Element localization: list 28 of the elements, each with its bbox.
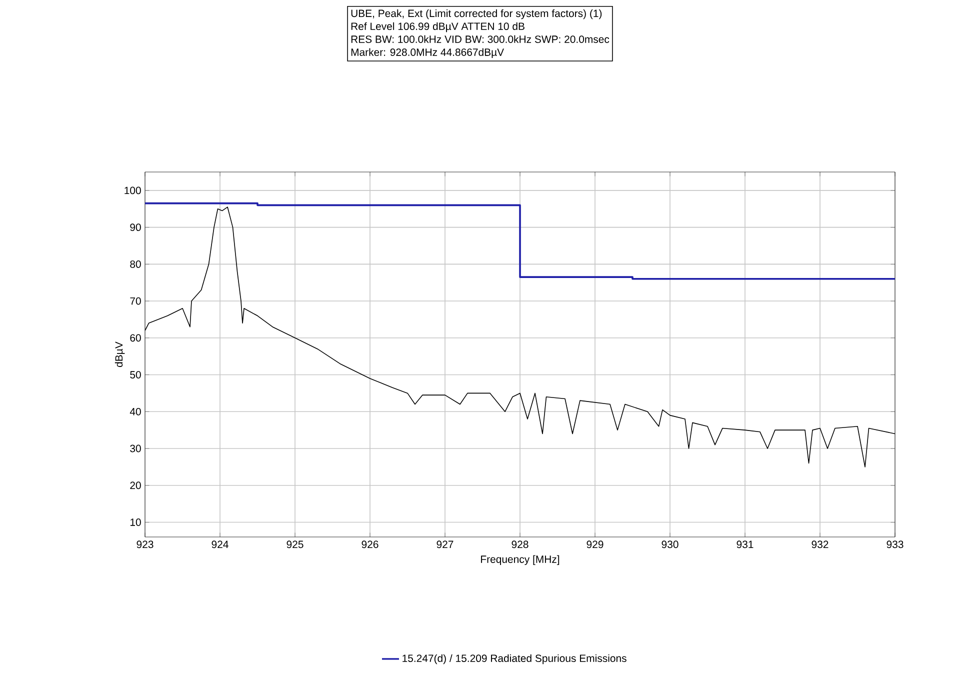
x-tick-label: 924 — [212, 540, 228, 548]
y-tick-label: 30 — [130, 444, 141, 452]
x-tick-label: 932 — [812, 540, 828, 548]
y-tick-label: 100 — [124, 186, 141, 194]
legend-label: 15.247(d) / 15.209 Radiated Spurious Emissions — [402, 654, 626, 664]
y-tick-label: 10 — [130, 518, 141, 526]
y-tick-label: 50 — [130, 371, 141, 378]
y-tick-label: 20 — [130, 482, 141, 490]
y-axis-title: dBµV — [114, 342, 125, 367]
x-axis-title: Frequency [MHz] — [481, 555, 560, 565]
x-tick-label: 925 — [286, 540, 304, 548]
x-tick-label: 928 — [512, 540, 528, 548]
y-tick-label: 80 — [130, 260, 141, 268]
y-tick-label: 90 — [130, 224, 141, 232]
x-tick-label: 929 — [586, 540, 604, 548]
y-tick-label: 70 — [130, 297, 141, 305]
x-tick-label: 933 — [886, 540, 904, 548]
x-tick-label: 926 — [362, 540, 378, 548]
chart-title: UBE, Peak, Ext (Limit corrected for system factors) (1) — [351, 9, 602, 20]
text: RES BW: 100.0kHz VID BW: 300.0kHz SWP: 20.0msec — [351, 35, 610, 43]
x-tick-label: 927 — [436, 540, 454, 548]
text: Marker: 928.0MHz 44.8667dBµV — [351, 48, 504, 58]
x-tick-label: 923 — [136, 540, 154, 548]
x-tick-label: 931 — [736, 540, 754, 548]
text: Ref Level 106.99 dBµV ATTEN 10 dB — [351, 22, 524, 32]
x-tick-label: 930 — [662, 540, 678, 548]
y-tick-label: 40 — [130, 408, 141, 416]
y-tick-label: 60 — [130, 334, 141, 342]
